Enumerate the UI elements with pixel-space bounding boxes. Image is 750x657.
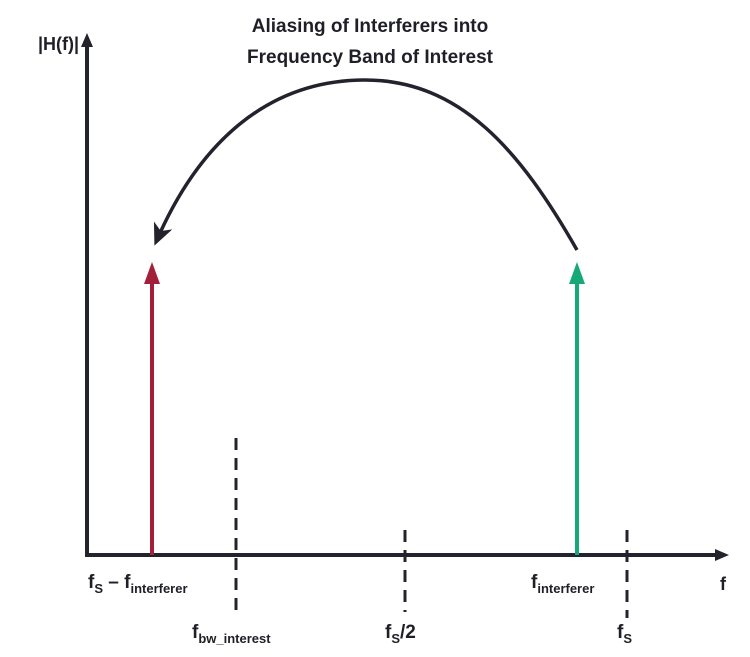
label-fs: fS: [617, 622, 632, 646]
x-axis-label: f: [720, 574, 727, 594]
label-fs-minus-finterferer: fS – finterferer: [88, 572, 188, 596]
label-fbw-interest: fbw_interest: [192, 622, 271, 646]
label-finterferer: finterferer: [531, 572, 594, 596]
label-fs-half: fS/2: [385, 622, 416, 646]
interferer-arrow-head: [569, 262, 585, 284]
y-axis-label: |H(f)|: [38, 34, 79, 54]
alias-arrow-head: [144, 262, 160, 284]
title-line-1: Aliasing of Interferers into: [252, 16, 488, 37]
aliasing-curve-arrow: [153, 78, 579, 251]
title-line-2: Frequency Band of Interest: [247, 47, 494, 68]
